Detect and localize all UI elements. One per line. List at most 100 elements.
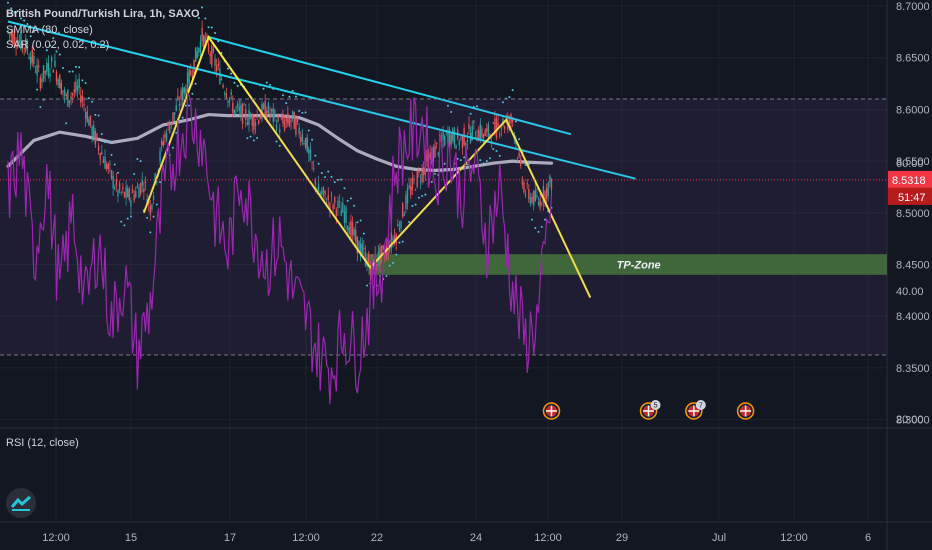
- candle-body: [105, 164, 108, 170]
- candle-body: [26, 45, 29, 50]
- candle-body: [209, 53, 211, 57]
- sar-dot: [514, 120, 517, 123]
- trendlines[interactable]: [7, 20, 636, 180]
- candle-body: [369, 266, 372, 275]
- candle-body: [12, 32, 14, 45]
- sar-dot: [398, 241, 401, 244]
- smma-legend[interactable]: SMMA (80, close): [6, 24, 93, 36]
- candle-body: [304, 137, 307, 148]
- candle-body: [338, 200, 341, 202]
- sar-dot: [401, 240, 404, 243]
- candle-body: [193, 59, 195, 74]
- candle-body: [230, 92, 232, 95]
- candle-body: [313, 168, 315, 170]
- sar-dot: [210, 26, 213, 29]
- sar-dot: [288, 95, 291, 98]
- candle-body: [531, 196, 533, 203]
- sar-dot: [171, 146, 174, 149]
- sar-dot: [421, 194, 424, 197]
- candle-body: [490, 141, 493, 142]
- sar-dot: [482, 162, 485, 165]
- time-tick-label: 6: [865, 532, 871, 544]
- symbol-title[interactable]: British Pound/Turkish Lira, 1h, SAXO: [6, 8, 200, 20]
- candle-body: [327, 194, 329, 201]
- sar-dot: [252, 139, 255, 142]
- candle-body: [285, 118, 287, 122]
- candle-body: [288, 118, 291, 127]
- rsi-legend[interactable]: RSI (12, close): [6, 437, 79, 449]
- candle-body: [280, 118, 283, 120]
- rsi-line: [7, 91, 553, 405]
- time-axis[interactable]: 12:00 15 17 12:00 22 24 12:00 29 Jul 12:00 6: [42, 532, 871, 544]
- last-price-label: 8.5318: [892, 175, 926, 187]
- sar-dot: [100, 132, 103, 135]
- candle-body: [211, 45, 213, 66]
- sar-dot: [324, 176, 327, 179]
- candle-body: [296, 118, 299, 123]
- sar-dot: [489, 157, 492, 160]
- candle-body: [41, 78, 43, 83]
- price-axis[interactable]: 8.3000 8.3500 8.4000 8.4500 8.5000 8.5500 8.60…: [888, 1, 932, 427]
- candle-body: [272, 108, 274, 122]
- candle-body: [455, 144, 457, 149]
- sar-dot: [87, 97, 90, 100]
- candle-body: [468, 123, 470, 129]
- sar-legend[interactable]: SAR (0.02, 0.02, 0.2): [6, 39, 110, 51]
- sar-dot: [45, 49, 48, 52]
- sar-dot: [262, 87, 265, 90]
- sar-dot: [175, 131, 178, 134]
- candle-body: [479, 123, 482, 140]
- candle-body: [345, 207, 347, 224]
- candle-body: [83, 104, 85, 106]
- tp-zone[interactable]: TP-Zone: [368, 254, 887, 275]
- candle-body: [249, 117, 252, 119]
- countdown-label: 51:47: [898, 192, 926, 204]
- sar-dot: [281, 94, 284, 97]
- flag-badge-count: 7: [699, 403, 703, 410]
- candle-body: [283, 121, 286, 130]
- sar-dot: [71, 70, 74, 73]
- candle-body: [473, 120, 475, 123]
- sar-dot: [29, 35, 32, 38]
- sar-dot: [129, 215, 132, 218]
- tradingview-logo-icon[interactable]: [6, 488, 36, 518]
- candle-body: [500, 128, 503, 130]
- time-tick-label: 12:00: [292, 532, 320, 544]
- candle-body: [419, 180, 422, 182]
- smma-polyline: [6, 112, 554, 173]
- sar-dot: [320, 171, 323, 174]
- sar-dot: [346, 199, 349, 202]
- candle-body: [199, 40, 202, 52]
- candle-body: [300, 137, 302, 143]
- candle-body: [75, 81, 77, 93]
- sar-dot: [116, 171, 119, 174]
- candle-body: [397, 224, 399, 227]
- candle-body: [291, 110, 294, 115]
- candle-body: [104, 156, 106, 169]
- sar-dot: [333, 181, 336, 184]
- candle-body: [220, 79, 223, 80]
- sar-dot: [537, 230, 540, 233]
- price-tick-label: 8.4000: [896, 311, 930, 323]
- candle-body: [143, 188, 145, 193]
- candle-body: [324, 190, 326, 196]
- sar-dot: [49, 44, 52, 47]
- time-tick-label: 29: [616, 532, 628, 544]
- sar-dot: [233, 81, 236, 84]
- candle-body: [437, 152, 439, 155]
- candle-body: [298, 127, 300, 135]
- candle-body: [225, 93, 228, 99]
- candle-body: [376, 263, 378, 266]
- sar-dot: [149, 231, 152, 234]
- candle-body: [405, 195, 407, 209]
- candle-body: [81, 95, 84, 102]
- candle-body: [550, 178, 553, 190]
- time-tick-label: Jul: [712, 532, 726, 544]
- candle-body: [350, 220, 352, 238]
- candle-body: [258, 120, 260, 124]
- candle-body: [492, 122, 494, 124]
- candle-body: [411, 177, 414, 191]
- candle-body: [363, 247, 365, 250]
